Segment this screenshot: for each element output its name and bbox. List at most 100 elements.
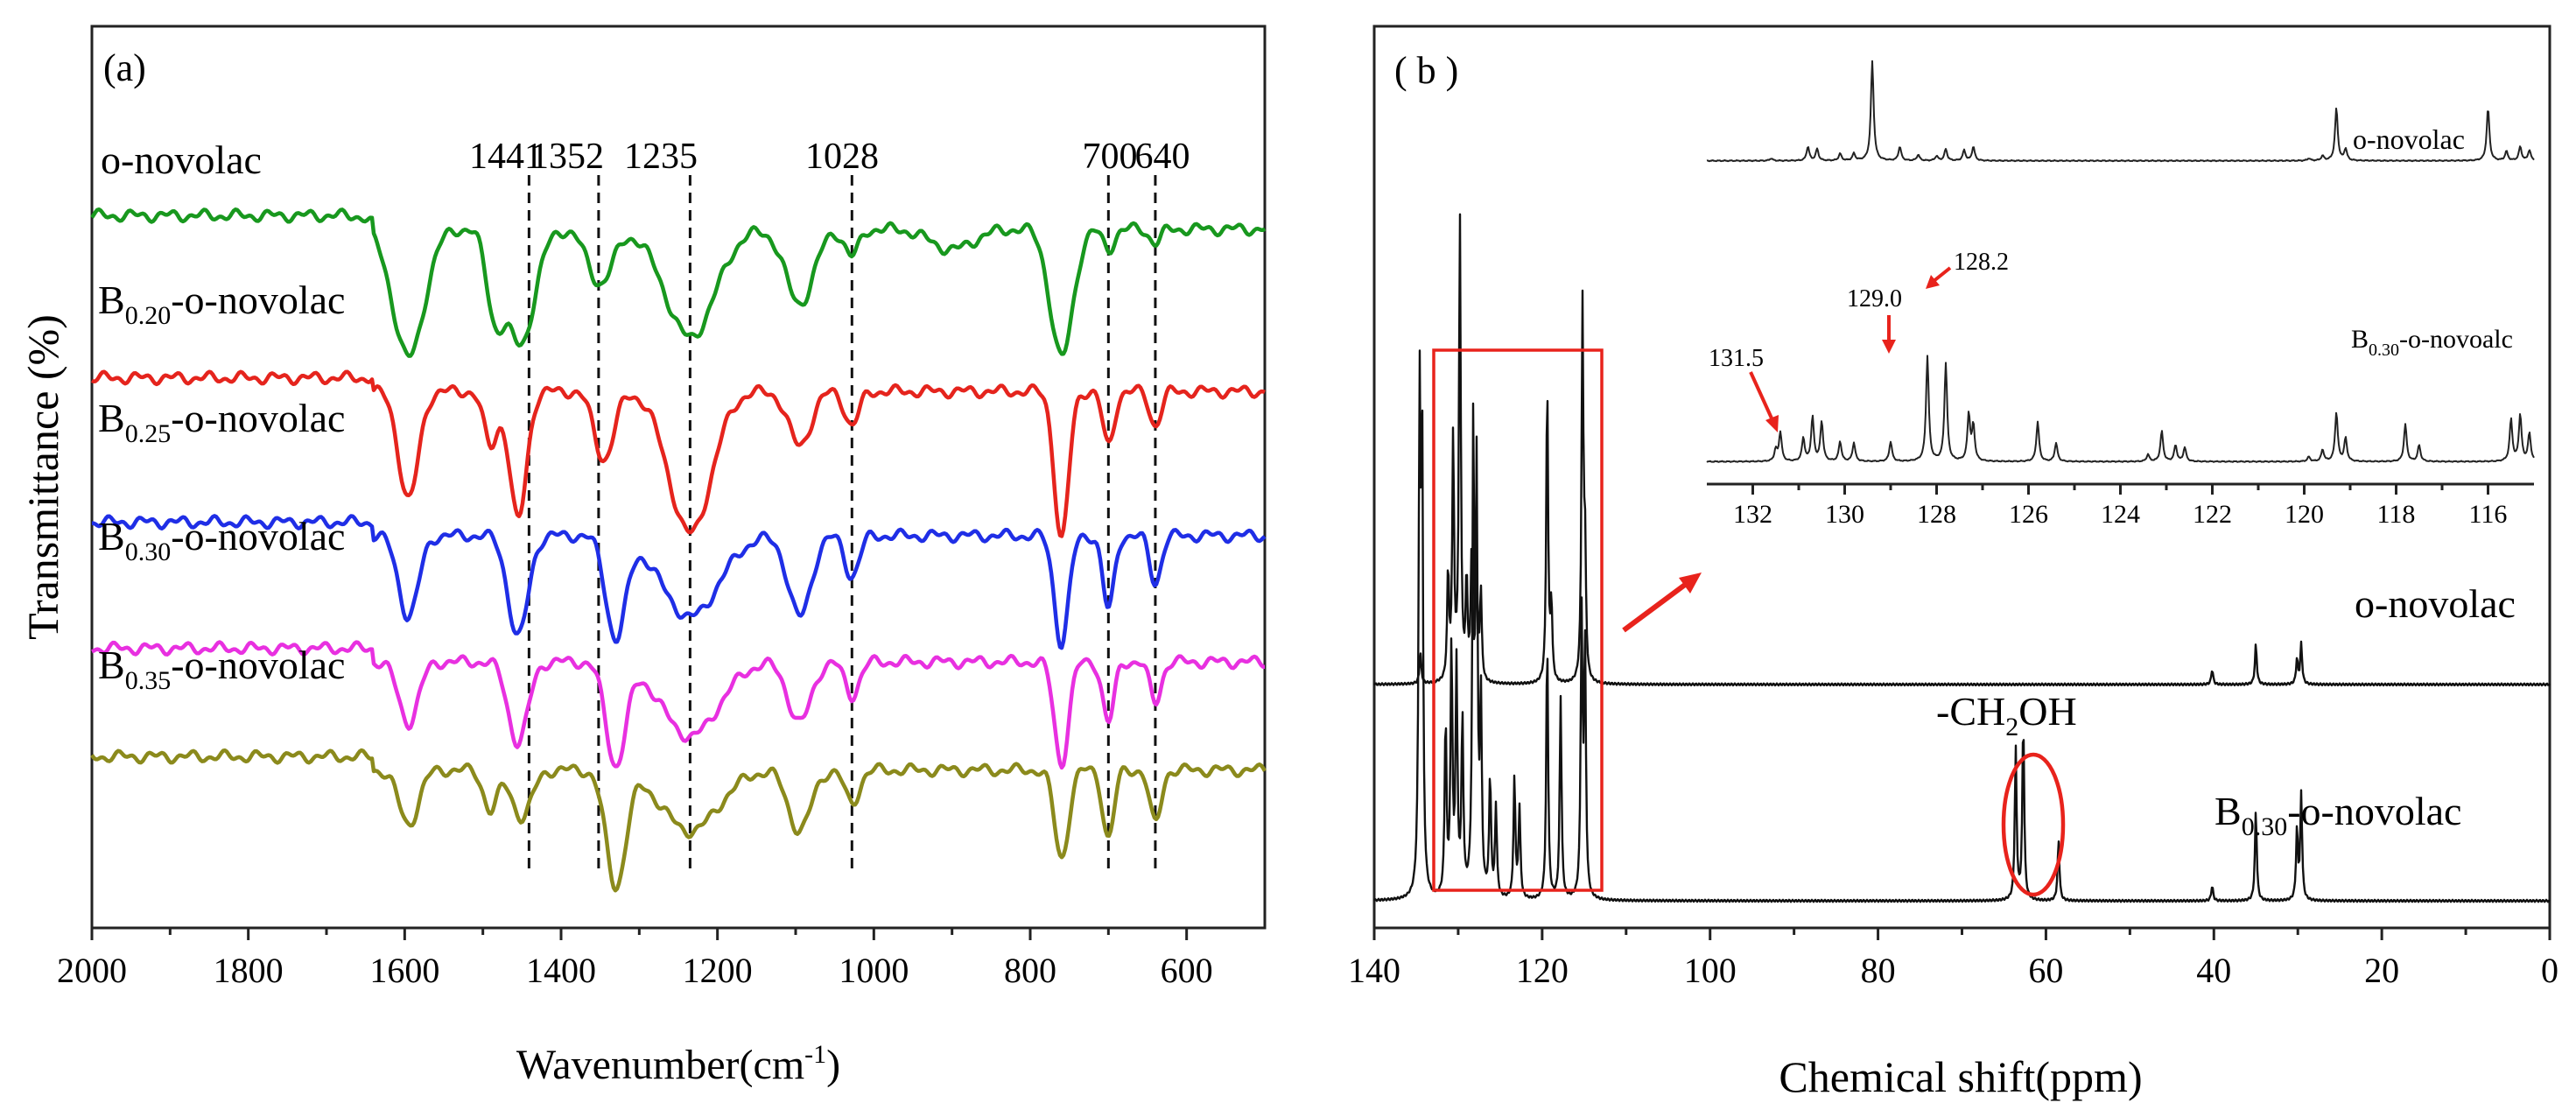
inset-x-tick-label: 122 bbox=[2193, 500, 2232, 529]
nmr-x-tick-label: 80 bbox=[1861, 951, 1896, 990]
ftir-x-tick-label: 1600 bbox=[369, 951, 439, 990]
ftir-series-line bbox=[90, 207, 1267, 358]
ftir-plot-frame bbox=[90, 25, 1267, 930]
ftir-series-label-sub: 0.25 bbox=[125, 419, 172, 448]
inset-b030-label-base: B bbox=[2351, 325, 2369, 354]
ch2oh-highlight-ellipse bbox=[2001, 752, 2066, 897]
nmr-b030-label-base: B bbox=[2215, 789, 2242, 833]
nmr-panel-label: ( b ) bbox=[1394, 49, 1458, 92]
ftir-y-axis-title: Transmittance (%) bbox=[18, 314, 67, 640]
nmr-x-tick-label: 20 bbox=[2364, 951, 2399, 990]
ftir-x-tick-labels: 2000 1800 1600 1400 1200 1000 800 600 bbox=[57, 951, 1213, 990]
inset-x-tick-labels: 132 130 128 126 124 122 120 118 116 bbox=[1733, 500, 2507, 529]
ftir-series-label-sub: 0.20 bbox=[125, 301, 172, 330]
ftir-series-label-sub: 0.30 bbox=[125, 537, 172, 566]
nmr-series-line bbox=[1373, 349, 2551, 903]
ftir-series-line bbox=[91, 640, 1266, 770]
inset-label-131-5: 131.5 bbox=[1709, 345, 1764, 372]
ch2oh-label: -CH2OH bbox=[1936, 689, 2077, 741]
ftir-x-tick-label: 1400 bbox=[526, 951, 596, 990]
ftir-series-label-suffix: -o-novolac bbox=[171, 643, 345, 687]
nmr-x-tick-label: 0 bbox=[2541, 951, 2558, 990]
inset-onovolac-label: o-novolac bbox=[2353, 123, 2465, 155]
ftir-series-label: o-novolac bbox=[101, 137, 262, 182]
inset-arrow-129-0 bbox=[1882, 315, 1896, 354]
ftir-x-axis-title-close: ) bbox=[826, 1042, 840, 1088]
ftir-x-tick-label: 1000 bbox=[839, 951, 909, 990]
inset-x-tick-label: 132 bbox=[1733, 500, 1772, 529]
inset-b030-label: B0.30-o-novoalc bbox=[2351, 325, 2513, 360]
nmr-b030-label: B0.30-o-novolac bbox=[2215, 789, 2461, 841]
nmr-inset: 132 130 128 126 124 122 120 118 116 o-novolac B0… bbox=[1706, 60, 2535, 529]
ftir-series-line bbox=[91, 514, 1267, 650]
nmr-x-tick-label: 60 bbox=[2028, 951, 2063, 990]
inset-b030-label-suffix: -o-novoalc bbox=[2399, 325, 2513, 354]
inset-x-tick-label: 118 bbox=[2377, 500, 2416, 529]
ftir-series-group bbox=[90, 207, 1267, 893]
inset-x-tick-label: 130 bbox=[1825, 500, 1864, 529]
nmr-panel: ( b ) 140 120 100 80 60 40 20 0 -CH2OH B0.30-o-… bbox=[1348, 25, 2558, 1101]
ftir-reference-label: 1352 bbox=[530, 137, 604, 177]
nmr-x-tick-label: 100 bbox=[1684, 951, 1737, 990]
ftir-series-label: B0.20-o-novolac bbox=[98, 277, 345, 330]
inset-x-tick-label: 124 bbox=[2101, 500, 2140, 529]
nmr-x-ticks bbox=[1372, 928, 2551, 940]
ftir-series-label-suffix: -o-novolac bbox=[171, 277, 345, 322]
ftir-reference-label: 640 bbox=[1135, 137, 1190, 177]
ftir-series-label: B0.25-o-novolac bbox=[98, 396, 345, 448]
ch2oh-label-sub: 2 bbox=[2005, 713, 2018, 741]
ftir-x-axis-title-sup: -1 bbox=[804, 1040, 826, 1069]
inset-arrow-128-2 bbox=[1926, 266, 1952, 289]
ftir-series-label-base: B bbox=[98, 396, 125, 440]
ftir-x-tick-label: 600 bbox=[1161, 951, 1213, 990]
ftir-x-tick-label: 1800 bbox=[214, 951, 284, 990]
inset-x-tick-label: 116 bbox=[2469, 500, 2508, 529]
ftir-panel: (a) 2000 1800 1600 1400 1200 1000 800 600 14411… bbox=[18, 25, 1267, 1088]
nmr-b030-label-suffix: -o-novolac bbox=[2287, 789, 2461, 833]
ch2oh-label-text: -CH bbox=[1936, 689, 2005, 734]
ftir-x-axis-title: Wavenumber(cm-1) bbox=[516, 1040, 840, 1088]
ftir-x-tick-label: 2000 bbox=[57, 951, 127, 990]
nmr-b030-label-sub: 0.30 bbox=[2242, 812, 2288, 841]
ftir-panel-label: (a) bbox=[103, 46, 146, 89]
ftir-reference-label: 1235 bbox=[624, 137, 698, 177]
ftir-series-label-base: B bbox=[98, 514, 125, 558]
ftir-reference-label: 1028 bbox=[805, 137, 879, 177]
inset-series-line bbox=[1706, 60, 2535, 163]
nmr-x-tick-label: 40 bbox=[2196, 951, 2231, 990]
ftir-reference-label: 1441 bbox=[469, 137, 543, 177]
nmr-x-tick-labels: 140 120 100 80 60 40 20 0 bbox=[1348, 951, 2558, 990]
inset-x-tick-label: 120 bbox=[2285, 500, 2324, 529]
inset-x-tick-label: 128 bbox=[1917, 500, 1956, 529]
nmr-series-line bbox=[1373, 213, 2551, 687]
ftir-series-label-suffix: -o-novolac bbox=[171, 514, 345, 558]
ftir-series-label-suffix: -o-novolac bbox=[171, 396, 345, 440]
inset-label-128-2: 128.2 bbox=[1954, 249, 2009, 276]
inset-x-ticks bbox=[1751, 484, 2489, 495]
inset-arrow-131-5 bbox=[1749, 371, 1779, 432]
inset-label-129-0: 129.0 bbox=[1847, 285, 1902, 313]
ftir-series-label: B0.35-o-novolac bbox=[98, 643, 345, 695]
ftir-x-tick-label: 800 bbox=[1004, 951, 1056, 990]
nmr-x-tick-label: 120 bbox=[1516, 951, 1569, 990]
nmr-onovolac-label: o-novolac bbox=[2355, 581, 2516, 626]
ftir-reference-lines bbox=[527, 175, 1157, 871]
ftir-series-line bbox=[90, 748, 1267, 893]
ch2oh-label-tail: OH bbox=[2018, 689, 2076, 734]
ftir-x-axis-title-text: Wavenumber(cm bbox=[516, 1042, 804, 1088]
ftir-series-label: B0.30-o-novolac bbox=[98, 514, 345, 566]
inset-x-tick-label: 126 bbox=[2009, 500, 2048, 529]
ftir-x-tick-label: 1200 bbox=[683, 951, 753, 990]
ftir-series-labels: o-novolacB0.20-o-novolacB0.25-o-novolacB… bbox=[98, 137, 345, 695]
ftir-reference-label: 700 bbox=[1083, 137, 1138, 177]
inset-series-group bbox=[1706, 60, 2535, 463]
inset-b030-label-sub: 0.30 bbox=[2369, 341, 2399, 360]
nmr-x-axis-title: Chemical shift(ppm) bbox=[1779, 1052, 2142, 1101]
aromatic-region-box bbox=[1432, 348, 1604, 892]
nmr-series-group bbox=[1373, 213, 2551, 903]
ftir-series-label-base: B bbox=[98, 277, 125, 322]
ftir-series-label-sub: 0.35 bbox=[125, 666, 172, 695]
inset-pointer-arrow bbox=[1622, 573, 1702, 633]
